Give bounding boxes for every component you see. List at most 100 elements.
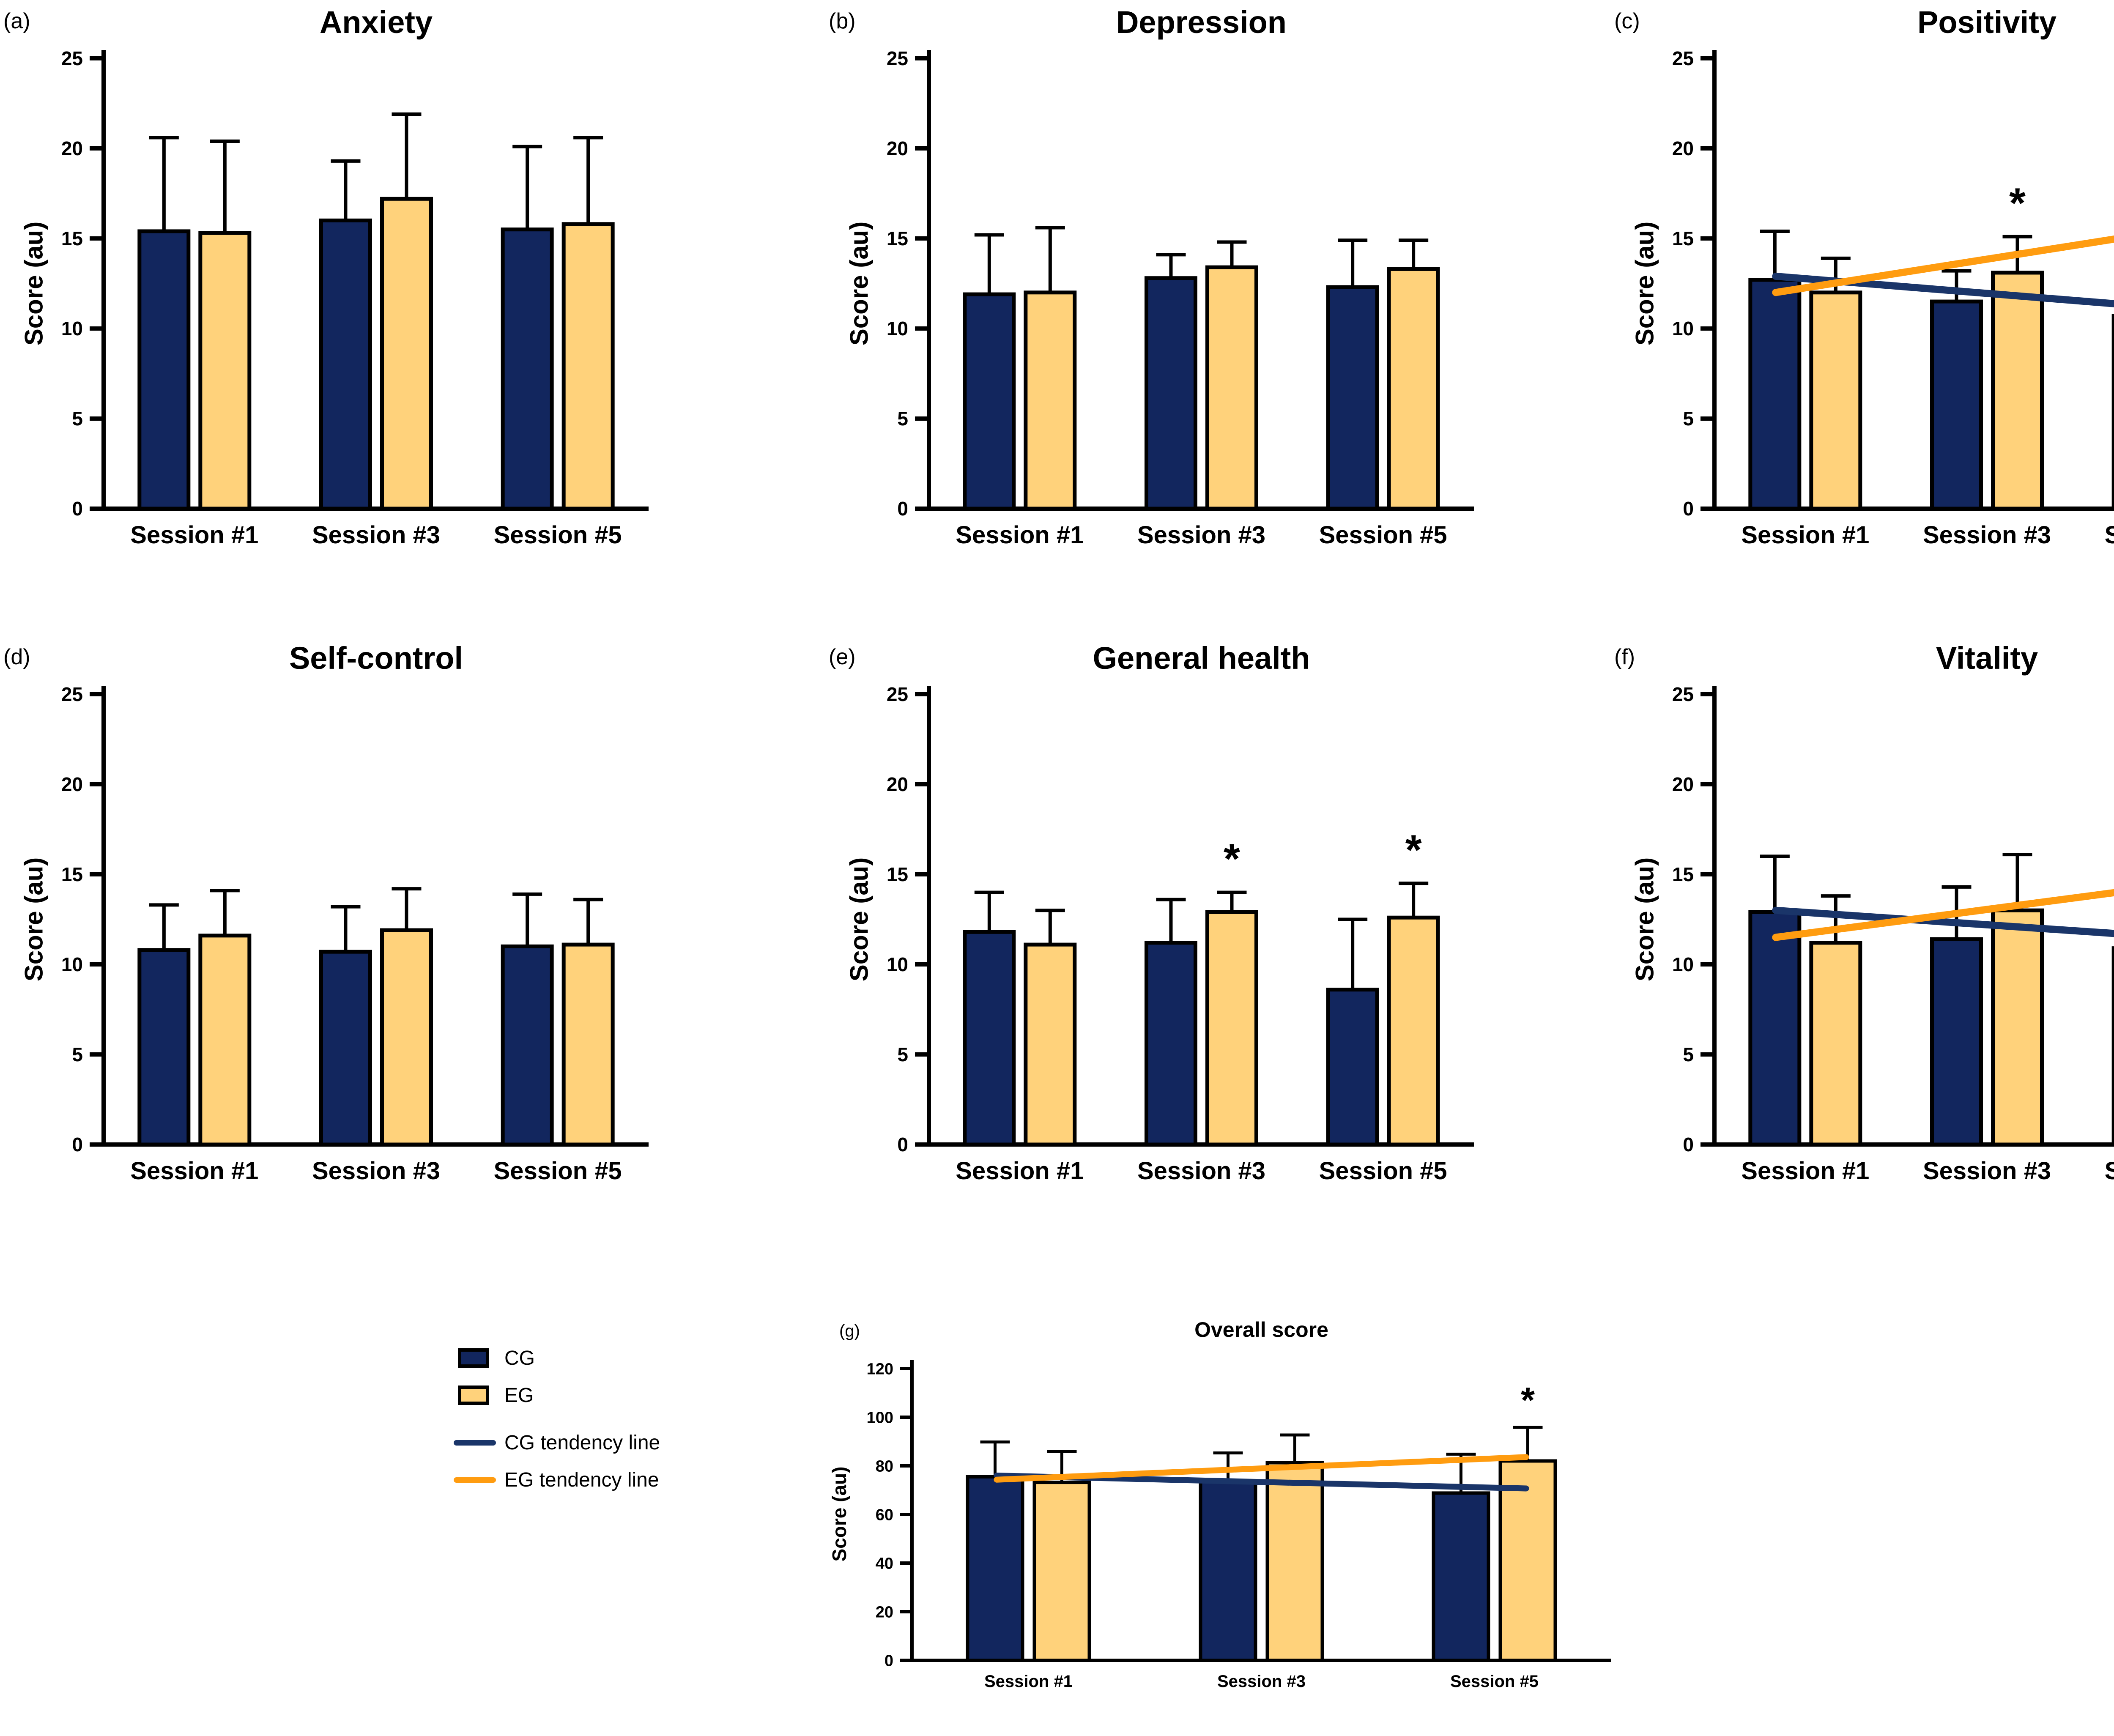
x-tick-label: Session #1 (956, 521, 1084, 549)
panel-title: Depression (1116, 5, 1287, 40)
y-tick-label: 20 (1672, 773, 1694, 795)
cg-tendency-line (1772, 906, 2114, 937)
bar-cg (1432, 1491, 1490, 1662)
y-tick-label: 20 (887, 773, 908, 795)
panel-title: Self-control (289, 641, 463, 676)
bar-cg (137, 229, 191, 511)
x-tick-label: Session #3 (1923, 521, 2051, 549)
y-tick-label: 120 (867, 1360, 893, 1378)
eg-tendency-line (1772, 235, 2114, 296)
y-tick-label: 5 (1683, 408, 1694, 430)
legend-label: CG (504, 1347, 535, 1369)
y-tick-label: 0 (72, 498, 83, 520)
x-tick-label: Session #5 (1450, 1672, 1539, 1691)
bar-eg (198, 231, 252, 511)
significance-star: * (1224, 835, 1240, 883)
y-tick-label: 25 (887, 683, 908, 705)
bar-eg (1809, 290, 1862, 511)
y-tick-label: 10 (1672, 318, 1694, 340)
bar-cg (963, 292, 1016, 511)
legend-item-eg-tendency: EG tendency line (454, 1461, 660, 1498)
panel-title: Anxiety (319, 5, 433, 40)
x-tick-label: Session #5 (494, 1157, 622, 1185)
panel-title: Positivity (1917, 5, 2056, 40)
panel-letter: (e) (829, 645, 856, 669)
y-tick-label: 100 (867, 1409, 893, 1427)
bar-cg (1326, 988, 1379, 1147)
x-tick-label: Session #3 (312, 1157, 440, 1185)
bar-eg (1991, 908, 2044, 1147)
y-tick-label: 20 (61, 137, 83, 159)
y-tick-label: 15 (1672, 227, 1694, 249)
y-tick-label: 60 (876, 1506, 893, 1524)
y-tick-label: 15 (61, 863, 83, 885)
y-tick-label: 25 (1672, 47, 1694, 69)
legend: CG EG CG tendency line EG tendency line (454, 1339, 660, 1498)
panel-title: Overall score (1194, 1318, 1328, 1342)
bar-cg (1748, 910, 1802, 1147)
legend-item-cg-tendency: CG tendency line (454, 1424, 660, 1461)
y-tick-label: 10 (1672, 953, 1694, 975)
bar-cg (501, 227, 554, 511)
x-tick-label: Session #5 (1319, 521, 1447, 549)
legend-label: EG (504, 1384, 534, 1407)
bar-eg (561, 942, 615, 1147)
x-tick-label: Session #3 (1137, 1157, 1265, 1185)
y-tick-label: 10 (887, 953, 908, 975)
bar-cg (1199, 1480, 1257, 1662)
bar-cg (1145, 276, 1197, 511)
bar-cg (1930, 937, 1983, 1147)
panel-self-control: (d) Self-control Score (au) 0 5 10 15 20 25 Se… (0, 636, 676, 1228)
y-tick-label: 40 (876, 1555, 893, 1572)
x-tick-label: Session #3 (312, 521, 440, 549)
eg-swatch-icon (454, 1386, 504, 1405)
y-tick-label: 20 (876, 1603, 893, 1621)
bar-cg (1326, 285, 1379, 511)
bar-eg (198, 934, 252, 1147)
bar-eg (1265, 1461, 1324, 1662)
bar-chart: 0 5 10 15 20 25 Session #1 Session #3 Session #5… (1672, 683, 2114, 1185)
y-tick-label: 15 (887, 863, 908, 885)
y-tick-label: 20 (1672, 137, 1694, 159)
panel-letter: (a) (3, 9, 30, 33)
bar-eg (1809, 941, 1862, 1147)
bar-eg (1024, 290, 1077, 511)
x-tick-label: Session #1 (130, 521, 258, 549)
x-tick-label: Session #1 (130, 1157, 258, 1185)
y-tick-label: 0 (897, 498, 908, 520)
y-tick-label: 5 (897, 408, 908, 430)
x-tick-label: Session #1 (984, 1672, 1073, 1691)
eg-tendency-line (994, 1454, 1529, 1483)
bar-chart: 0 5 10 15 20 25 Session #1 Session #3 Session #5 (887, 47, 1474, 549)
legend-spacer (454, 1414, 660, 1424)
y-tick-label: 25 (887, 47, 908, 69)
cg-line-icon (454, 1440, 504, 1446)
bar-eg (1024, 942, 1077, 1147)
y-tick-label: 25 (61, 47, 83, 69)
panel-letter: (d) (3, 645, 30, 669)
panel-letter: (g) (839, 1322, 860, 1340)
eg-line-icon (454, 1477, 504, 1483)
bar-eg (380, 197, 433, 511)
panel-overall-score: (g) Overall score Score (au) 0 20 40 60 80 10… (799, 1302, 1628, 1736)
panel-letter: (b) (829, 9, 856, 33)
y-tick-label: 5 (72, 1043, 83, 1065)
y-tick-label: 5 (1683, 1043, 1694, 1065)
significance-star: * (2009, 180, 2026, 227)
bar-eg (1205, 910, 1258, 1147)
panel-depression: (b) Depression Score (au) 0 5 10 15 20 25 Sess… (825, 0, 1502, 592)
bar-cg (1748, 278, 1802, 511)
x-tick-label: Session #5 (494, 521, 622, 549)
bar-eg (1991, 271, 2044, 511)
y-tick-label: 20 (887, 137, 908, 159)
bar-chart: 0 5 10 15 20 25 Session #1 Session #3 Session #5 (61, 683, 649, 1185)
y-tick-label: 10 (887, 318, 908, 340)
legend-label: EG tendency line (504, 1468, 659, 1491)
y-tick-label: 0 (1683, 1134, 1694, 1156)
eg-color-swatch (458, 1386, 489, 1405)
y-tick-label: 0 (1683, 498, 1694, 520)
legend-item-cg: CG (454, 1339, 660, 1377)
bar-eg (561, 222, 615, 511)
bar-eg (1387, 267, 1440, 511)
